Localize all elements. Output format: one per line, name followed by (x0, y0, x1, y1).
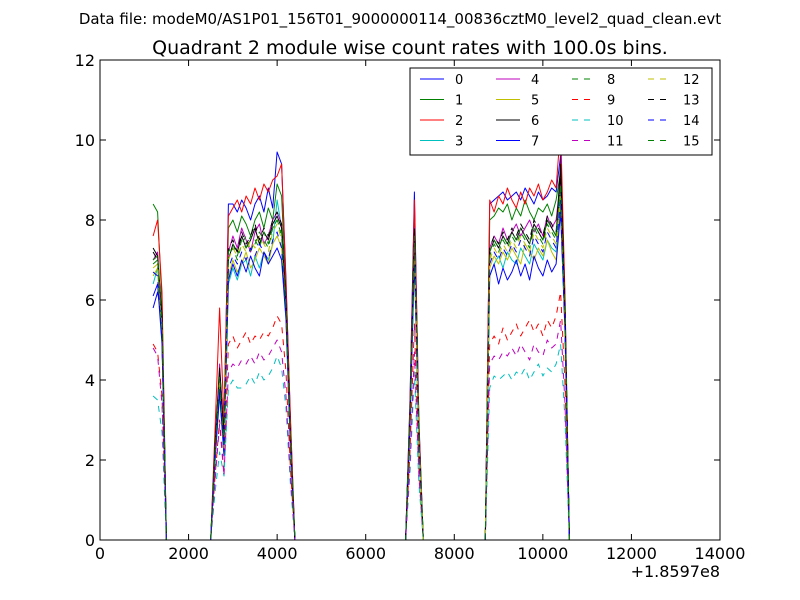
y-tick-label: 8 (85, 211, 95, 230)
x-tick-label: 0 (95, 544, 105, 563)
legend-label-5: 5 (531, 94, 539, 109)
legend-label-7: 7 (531, 135, 539, 150)
chart-title: Quadrant 2 module wise count rates with … (152, 37, 668, 59)
y-tick-label: 10 (75, 131, 95, 150)
ticks-layer: 0 2000 4000 6000 8000 10000 12000 1400002468101… (75, 51, 746, 563)
y-tick-label: 2 (85, 451, 95, 470)
x-tick-label: 10000 (517, 544, 568, 563)
legend-label-6: 6 (531, 114, 539, 129)
x-tick-label: 6000 (345, 544, 386, 563)
legend-label-4: 4 (531, 73, 539, 88)
x-tick-label: 4000 (257, 544, 298, 563)
x-tick-label: 14000 (695, 544, 746, 563)
x-tick-label: 12000 (606, 544, 657, 563)
y-tick-label: 6 (85, 291, 95, 310)
series-line-9 (152, 291, 672, 541)
series-line-10 (152, 343, 672, 541)
legend-label-9: 9 (607, 94, 615, 109)
legend-label-1: 1 (455, 94, 463, 109)
x-tick-label: 8000 (434, 544, 475, 563)
legend-label-11: 11 (607, 135, 624, 150)
legend-label-8: 8 (607, 73, 615, 88)
legend-label-12: 12 (683, 73, 700, 88)
x-offset-label: +1.8597e8 (631, 562, 720, 581)
legend-label-0: 0 (455, 73, 463, 88)
legend-label-3: 3 (455, 135, 463, 150)
series-line-8 (152, 187, 672, 541)
legend-label-15: 15 (683, 135, 700, 150)
chart-suptitle: Data file: modeM0/AS1P01_156T01_90000001… (79, 10, 721, 29)
legend-label-14: 14 (683, 114, 700, 129)
x-tick-label: 2000 (168, 544, 209, 563)
legend-label-13: 13 (683, 94, 700, 109)
legend-label-2: 2 (455, 114, 463, 129)
y-tick-label: 12 (75, 51, 95, 70)
y-tick-label: 0 (85, 531, 95, 550)
legend-label-10: 10 (607, 114, 624, 129)
y-tick-label: 4 (85, 371, 95, 390)
